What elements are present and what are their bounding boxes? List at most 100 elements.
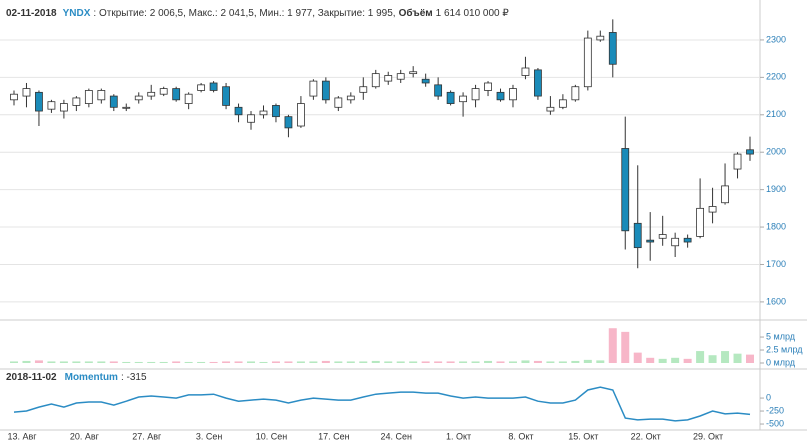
volume-bar — [471, 361, 480, 363]
candle-body — [633, 222, 642, 249]
volume-bar — [596, 360, 605, 363]
y-tick-label: 1900 — [766, 184, 786, 194]
candle-body — [509, 88, 517, 101]
candle-body — [297, 103, 305, 127]
volume-bar — [633, 352, 642, 363]
x-tick-label: 20. Авг — [70, 431, 100, 441]
candle-body — [234, 106, 243, 116]
candle-body — [396, 73, 405, 80]
x-tick-label: 10. Сен — [256, 431, 288, 441]
volume-bar — [521, 360, 530, 363]
volume-bar — [459, 361, 468, 363]
y-tick-label: 1800 — [766, 221, 786, 231]
volume-bar — [296, 361, 305, 363]
header-ohlc: : Открытие: 2 006,5, Макс.: 2 041,5, Мин… — [93, 8, 395, 19]
volume-bar — [321, 360, 330, 363]
candle-body — [134, 95, 143, 101]
volume-bar — [371, 360, 380, 363]
volume-bar — [309, 361, 318, 363]
header-date: 02-11-2018 — [6, 8, 57, 19]
volume-bar — [97, 361, 106, 363]
candle-body — [47, 101, 56, 110]
y-tick-label: 1600 — [766, 296, 786, 306]
candle-body — [621, 148, 630, 232]
volume-bar — [384, 361, 393, 363]
candle-body — [646, 239, 655, 243]
x-tick-label: 1. Окт — [446, 431, 471, 441]
x-tick-label: 3. Сен — [196, 431, 223, 441]
volume-bar — [708, 355, 717, 363]
volume-bar — [583, 359, 592, 363]
y-tick-label: 2200 — [766, 72, 786, 82]
candle-body — [109, 95, 118, 108]
volume-bar — [558, 361, 567, 363]
volume-bar — [10, 361, 18, 363]
candle-body — [84, 90, 93, 104]
candle-body — [671, 237, 680, 247]
header-volume-label: Объём — [399, 7, 433, 19]
volume-bar — [47, 361, 56, 363]
y-tick-label: 0 млрд — [766, 357, 796, 367]
candle-body — [272, 105, 280, 118]
momentum-header: 2018-11-02 Momentum: -315 — [6, 372, 147, 383]
candle-body — [309, 80, 318, 97]
candle-body — [184, 93, 193, 104]
y-tick-label: 5 млрд — [766, 331, 796, 341]
volume-bar — [683, 358, 692, 363]
volume-bar — [359, 361, 368, 363]
candle-body — [10, 93, 18, 101]
y-tick-label: -500 — [766, 418, 784, 428]
candle-body — [59, 103, 68, 112]
volume-bar — [59, 361, 68, 363]
candle-body — [247, 114, 255, 123]
volume-bar — [571, 360, 580, 363]
candle-body — [384, 75, 393, 82]
volume-bar — [222, 361, 231, 363]
volume-bar — [109, 361, 118, 363]
candle-body — [721, 185, 729, 204]
momentum-name: Momentum — [65, 372, 118, 383]
candle-body — [708, 206, 717, 213]
x-tick-label: 29. Окт — [693, 431, 723, 441]
volume-bar — [721, 351, 730, 363]
candle-body — [608, 32, 617, 65]
y-tick-label: 2000 — [766, 147, 786, 157]
x-tick-label: 22. Окт — [631, 431, 661, 441]
y-tick-label: 2.5 млрд — [766, 344, 803, 354]
header-ticker: YNDX — [63, 8, 91, 19]
candle-body — [558, 99, 567, 108]
y-tick-label: 2100 — [766, 109, 786, 119]
volume-bar — [658, 358, 667, 363]
volume-bar — [259, 361, 268, 363]
volume-bar — [434, 361, 443, 363]
candle-body — [22, 88, 31, 97]
x-tick-label: 27. Авг — [132, 431, 162, 441]
candle-body — [746, 149, 754, 155]
candle-body — [147, 91, 156, 97]
volume-bar — [284, 361, 293, 363]
candle-body — [159, 88, 168, 95]
volume-bar — [746, 354, 754, 363]
volume-bar — [22, 360, 31, 363]
candle-body — [733, 153, 742, 170]
candle-body — [97, 90, 106, 101]
volume-bar — [84, 361, 93, 363]
momentum-date: 2018-11-02 — [6, 372, 57, 383]
candle-body — [683, 237, 692, 243]
candle-body — [259, 110, 268, 116]
volume-bar — [696, 351, 705, 363]
candle-body — [209, 82, 218, 91]
volume-bar — [271, 361, 280, 363]
volume-bar — [172, 361, 181, 363]
candle-body — [172, 88, 181, 101]
volume-bar — [608, 328, 617, 363]
momentum-value: : -315 — [121, 372, 147, 383]
volume-bar — [508, 361, 517, 363]
candle-body — [222, 86, 230, 106]
volume-bar — [409, 361, 418, 363]
candle-body — [471, 88, 480, 101]
candle-body — [321, 80, 330, 101]
candle-body — [446, 91, 455, 104]
y-tick-label: 0 — [766, 392, 771, 402]
